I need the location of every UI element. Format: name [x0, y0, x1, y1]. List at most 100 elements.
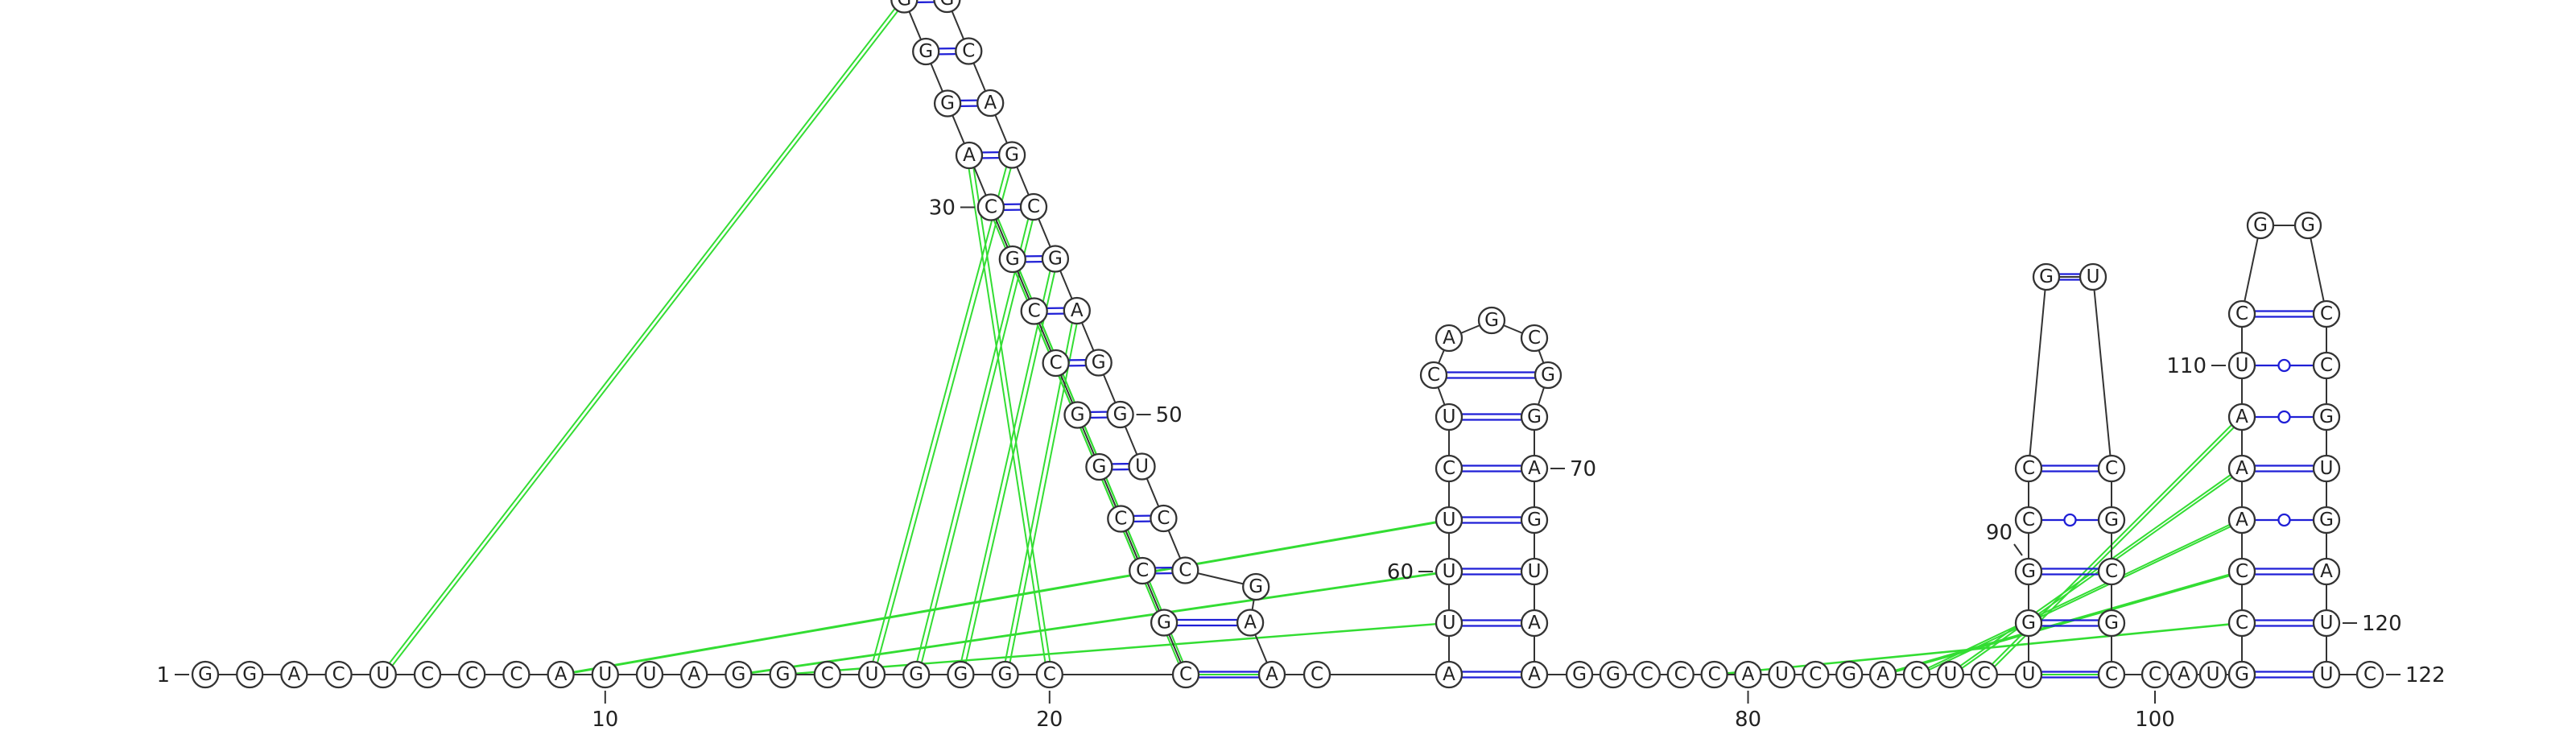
nucleotide-letter: C — [1910, 664, 1923, 685]
nucleotide-76: G — [1599, 660, 1628, 689]
nucleotide-letter: A — [2178, 664, 2190, 685]
pseudoknot-link — [1947, 468, 2240, 675]
nucleotide-letter: G — [1005, 249, 1020, 270]
nucleotide-circle — [857, 660, 886, 689]
pseudoknot-link — [1885, 571, 2245, 675]
nucleotide-circle — [458, 660, 486, 689]
nucleotide-letter: C — [1114, 509, 1127, 530]
nucleotide-44: A — [976, 89, 1005, 118]
nucleotide-circle — [591, 660, 619, 689]
pseudoknot-link — [873, 155, 1016, 675]
nucleotide-circle — [2169, 660, 2198, 689]
nucleotide-circle — [1565, 660, 1594, 689]
nucleotide-circle — [2246, 211, 2275, 240]
nucleotide-circle — [1042, 349, 1070, 378]
nucleotide-letter: C — [1043, 664, 1056, 685]
nucleotide-34: G — [890, 0, 919, 14]
nucleotide-65: A — [1435, 324, 1463, 353]
nucleotide-letter: U — [1443, 407, 1456, 427]
nucleotide-circle — [2014, 506, 2043, 535]
pseudoknot-link — [1918, 519, 2245, 675]
nucleotide-circle — [2097, 454, 2126, 483]
nucleotide-layer: GGACUCCCAUUAGGCUGGGCCGCCGGCCGCAGGGAGGUGG… — [191, 0, 2384, 689]
nucleotide-letter: A — [1528, 664, 1541, 685]
nucleotide-circle — [991, 660, 1019, 689]
nucleotide-circle — [1435, 402, 1463, 431]
nucleotide-circle — [2227, 506, 2256, 535]
pseudoknot-link — [971, 155, 1053, 675]
nucleotide-circle — [976, 89, 1005, 118]
nucleotide-letter: C — [2235, 613, 2248, 634]
nucleotide-circle — [2014, 557, 2043, 586]
nucleotide-letter: C — [2320, 303, 2333, 324]
nucleotide-56: A — [1257, 660, 1286, 689]
pseudoknot-link — [785, 622, 1452, 675]
position-label: 10 — [592, 708, 618, 732]
nucleotide-letter: C — [2235, 561, 2248, 582]
nucleotide-100: C — [2140, 660, 2169, 689]
nucleotide-104: G — [2227, 660, 2256, 689]
nucleotide-23: C — [1129, 556, 1157, 585]
nucleotide-circle — [1435, 609, 1463, 638]
nucleotide-circle — [1128, 452, 1156, 481]
backbone-link — [2092, 276, 2112, 469]
nucleotide-letter: G — [731, 664, 745, 685]
nucleotide-92: C — [2014, 454, 2043, 483]
nucleotide-93: G — [2032, 262, 2061, 291]
pseudoknot-link — [558, 519, 1447, 675]
backbone-link — [2028, 276, 2047, 469]
nucleotide-85: C — [1902, 660, 1931, 689]
nucleotide-47: G — [1041, 245, 1070, 273]
nucleotide-letter: G — [939, 0, 954, 10]
pseudoknot-link — [1716, 622, 2245, 675]
nucleotide-letter: G — [909, 664, 923, 685]
nucleotide-46: C — [1019, 192, 1048, 221]
nucleotide-115: C — [2312, 351, 2341, 380]
nucleotide-circle — [2097, 557, 2126, 586]
nucleotide-letter: C — [2149, 664, 2161, 685]
position-label: 122 — [2405, 663, 2446, 687]
position-label: 90 — [1986, 521, 2013, 545]
nucleotide-circle — [2312, 454, 2341, 483]
nucleotide-letter: C — [1136, 560, 1149, 581]
nucleotide-letter: C — [1641, 664, 1653, 685]
nucleotide-7: C — [458, 660, 486, 689]
nucleotide-10: U — [591, 660, 619, 689]
nucleotide-letter: C — [985, 197, 997, 218]
nucleotide-circle — [1520, 506, 1549, 535]
nucleotide-circle — [1520, 660, 1549, 689]
nucleotide-circle — [1020, 297, 1048, 325]
nucleotide-circle — [2227, 402, 2256, 431]
nucleotide-55: A — [1236, 609, 1265, 637]
nucleotide-19: G — [991, 660, 1019, 689]
nucleotide-circle — [955, 141, 984, 170]
nucleotide-letter: C — [2105, 458, 2118, 479]
nucleotide-letter: A — [963, 145, 976, 166]
nucleotide-5: U — [369, 660, 397, 689]
nucleotide-22: G — [1150, 609, 1179, 637]
nucleotide-letter: G — [998, 664, 1013, 685]
nucleotide-letter: C — [510, 664, 522, 685]
nucleotide-letter: C — [465, 664, 478, 685]
nucleotide-109: A — [2227, 402, 2256, 431]
nucleotide-16: U — [857, 660, 886, 689]
nucleotide-52: C — [1150, 504, 1178, 533]
nucleotide-letter: C — [962, 41, 975, 62]
nucleotide-circle — [724, 660, 753, 689]
nucleotide-letter: A — [2320, 561, 2333, 582]
nucleotide-letter: U — [2320, 613, 2334, 634]
wobble-pair-marker — [2277, 410, 2291, 424]
nucleotide-95: C — [2097, 454, 2126, 483]
nucleotide-70: A — [1520, 454, 1549, 483]
nucleotide-letter: G — [1572, 664, 1587, 685]
nucleotide-letter: G — [897, 0, 911, 10]
nucleotide-letter: G — [1071, 405, 1085, 426]
wobble-pair-marker — [2277, 358, 2291, 373]
nucleotide-letter: C — [2320, 355, 2333, 376]
nucleotide-96: G — [2097, 506, 2126, 535]
nucleotide-letter: U — [1443, 561, 1456, 582]
nucleotide-letter: C — [1427, 365, 1440, 386]
nucleotide-1: G — [191, 660, 220, 689]
nucleotide-114: C — [2312, 299, 2341, 328]
nucleotide-11: U — [635, 660, 664, 689]
